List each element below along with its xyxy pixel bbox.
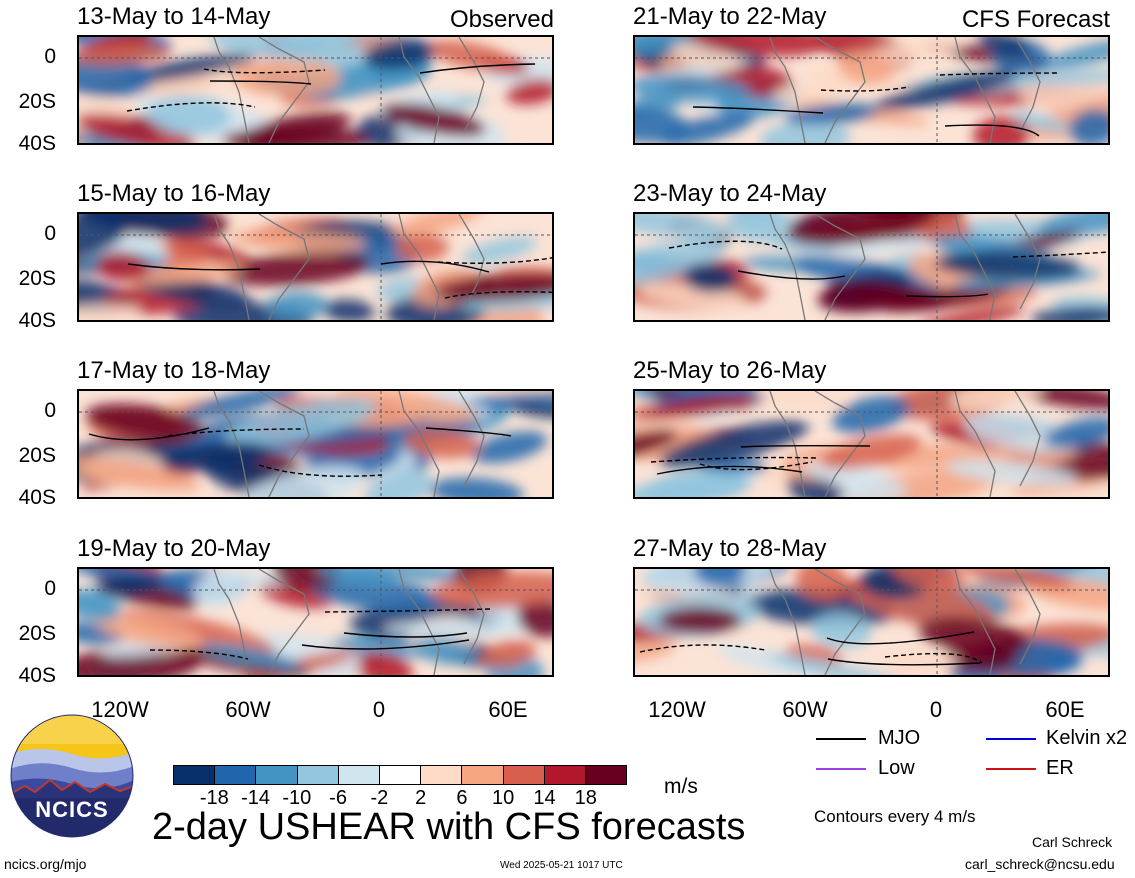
- colorbar-tick-label: 2: [415, 787, 427, 809]
- y-tick-label: 40S: [18, 486, 56, 509]
- shear-map: [77, 212, 554, 322]
- colorbar-tick-label: -6: [329, 787, 347, 809]
- timestamp: Wed 2025-05-21 1017 UTC: [500, 860, 623, 871]
- colorbar-swatch: [214, 766, 256, 784]
- colorbar-tick-label: 6: [456, 787, 468, 809]
- author-email[interactable]: carl_schreck@ncsu.edu: [965, 856, 1115, 872]
- colorbar-tick-label: 18: [574, 787, 597, 809]
- colorbar-swatch: [584, 766, 627, 784]
- x-tick-label: 60W: [782, 697, 828, 722]
- x-tick-label: 120W: [91, 697, 149, 722]
- y-tick-label: 0: [44, 45, 56, 68]
- colorbar-swatch: [461, 766, 503, 784]
- mjo-legend-line: [816, 738, 866, 740]
- y-tick-label: 20S: [18, 622, 56, 645]
- observed-label: Observed: [449, 6, 554, 33]
- colorbar-tick-label: 10: [492, 787, 515, 809]
- shear-field: [635, 214, 1108, 320]
- main-title: 2-day USHEAR with CFS forecasts: [152, 806, 746, 848]
- shear-field: [79, 391, 552, 497]
- y-tick-label: 40S: [18, 309, 56, 332]
- colorbar-swatch: [420, 766, 462, 784]
- x-tick-label: 120W: [648, 697, 706, 722]
- colorbar-swatch: [174, 766, 215, 784]
- colorbar-tick-label: 14: [533, 787, 556, 809]
- panel-title: 25-May to 26-May: [633, 357, 827, 384]
- shear-map: [77, 567, 554, 677]
- site-url[interactable]: ncics.org/mjo: [4, 856, 87, 872]
- y-tick-label: 20S: [18, 267, 56, 290]
- colorbar-unit: m/s: [664, 775, 698, 798]
- colorbar-swatch: [543, 766, 585, 784]
- panel-title: 19-May to 20-May: [77, 535, 271, 562]
- low-legend-label: Low: [878, 757, 915, 779]
- panel-title: 13-May to 14-May: [77, 3, 271, 30]
- y-tick-label: 40S: [18, 132, 56, 155]
- x-tick-label: 0: [929, 697, 943, 722]
- panel-title: 23-May to 24-May: [633, 180, 827, 207]
- colorbar-swatch: [337, 766, 379, 784]
- shear-field: [635, 37, 1108, 143]
- panel-title: 21-May to 22-May: [633, 3, 827, 30]
- y-tick-label: 0: [44, 399, 56, 422]
- y-tick-label: 0: [44, 577, 56, 600]
- shear-field: [635, 569, 1108, 675]
- forecast-label: CFS Forecast: [961, 6, 1110, 33]
- x-tick-label: 0: [372, 697, 386, 722]
- shear-field: [79, 569, 552, 675]
- x-tick-label: 60E: [1045, 697, 1085, 722]
- shear-map: [633, 389, 1110, 499]
- panel-title: 27-May to 28-May: [633, 535, 827, 562]
- shear-map: [77, 389, 554, 499]
- kelvin-legend-line: [986, 738, 1036, 740]
- shear-field: [635, 391, 1108, 497]
- shear-map: [633, 212, 1110, 322]
- colorbar-tick-label: -14: [241, 787, 270, 809]
- shear-field: [79, 37, 552, 143]
- colorbar-tick-label: -2: [370, 787, 389, 809]
- colorbar-boxes: [173, 765, 627, 785]
- er-legend-line: [986, 768, 1036, 770]
- colorbar-swatch: [255, 766, 297, 784]
- author-name: Carl Schreck: [1032, 834, 1113, 850]
- y-tick-label: 20S: [18, 444, 56, 467]
- y-tick-label: 0: [44, 222, 56, 245]
- shear-field: [79, 214, 552, 320]
- colorbar-swatch: [296, 766, 338, 784]
- logo-text: NCICS: [35, 797, 109, 822]
- shear-map: [633, 567, 1110, 677]
- colorbar-swatch: [378, 766, 421, 784]
- y-tick-label: 20S: [18, 90, 56, 113]
- mjo-legend-label: MJO: [878, 727, 921, 749]
- x-tick-label: 60W: [225, 697, 271, 722]
- panel-title: 15-May to 16-May: [77, 180, 271, 207]
- low-legend-line: [816, 768, 866, 770]
- kelvin-legend-label: Kelvin x2: [1046, 727, 1128, 749]
- shear-map: [77, 35, 554, 145]
- colorbar-tick-label: -10: [282, 787, 312, 809]
- panel-title: 17-May to 18-May: [77, 357, 271, 384]
- x-tick-label: 60E: [488, 697, 528, 722]
- er-legend-label: ER: [1046, 757, 1074, 779]
- ncics-logo: NCICS: [10, 714, 134, 838]
- colorbar-tick-label: -18: [199, 787, 229, 809]
- shear-map: [633, 35, 1110, 145]
- y-tick-label: 40S: [18, 664, 56, 687]
- colorbar-swatch: [502, 766, 544, 784]
- contours-note: Contours every 4 m/s: [814, 807, 976, 826]
